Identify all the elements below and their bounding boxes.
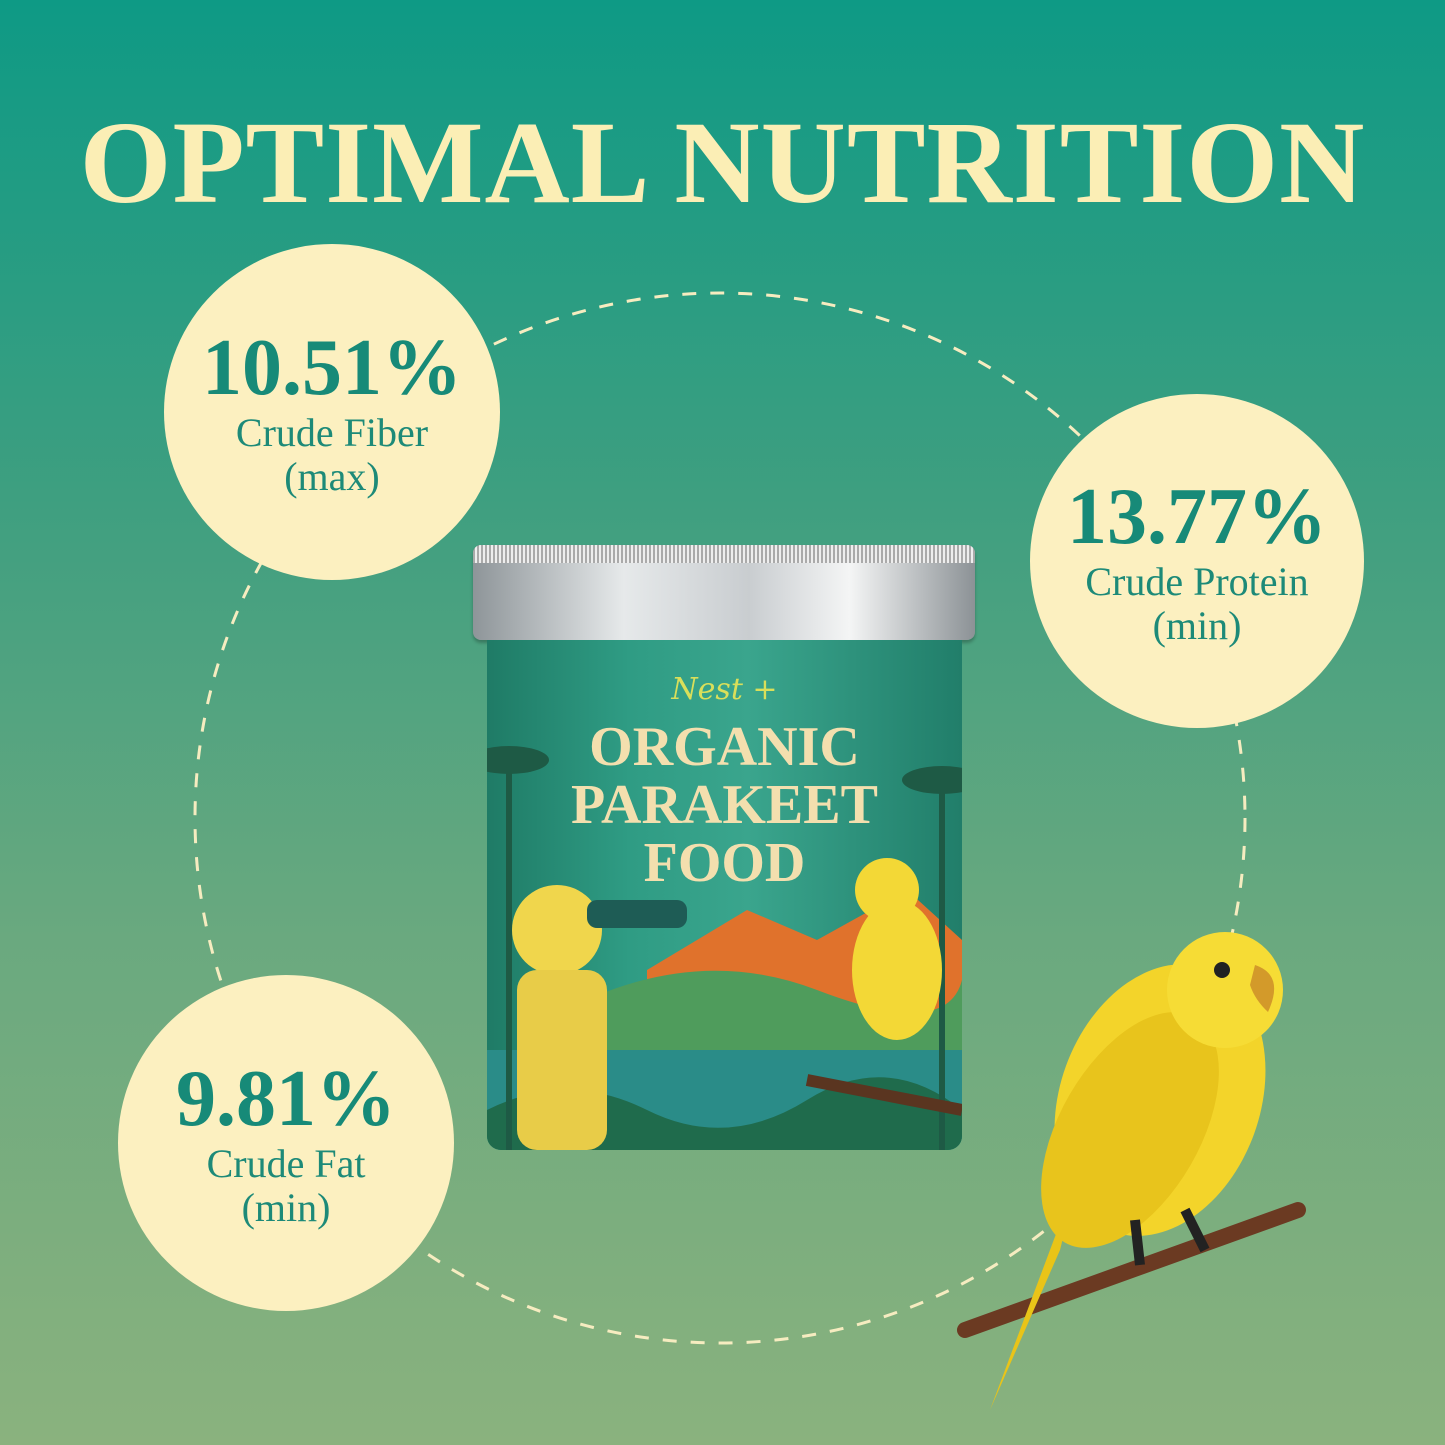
label-illustration: [487, 746, 962, 1150]
stat-label: Crude Protein: [1085, 559, 1309, 604]
stat-qualifier: (max): [284, 454, 380, 499]
stat-crude-protein: 13.77% Crude Protein (min): [1030, 394, 1364, 728]
stat-value: 10.51%: [202, 324, 462, 412]
brand-logo: Nest +: [671, 672, 778, 707]
product-name: ORGANIC PARAKEET FOOD: [487, 718, 962, 892]
stat-crude-fiber: 10.51% Crude Fiber (max): [164, 244, 500, 580]
product-name-line: PARAKEET: [571, 774, 878, 836]
stat-label: Crude Fat: [206, 1141, 366, 1186]
stat-qualifier: (min): [241, 1185, 331, 1230]
can-label: Nest + ORGANIC PARAKEET FOOD: [487, 640, 962, 1150]
stat-value: 13.77%: [1067, 473, 1327, 561]
page-title: OPTIMAL NUTRITION: [79, 97, 1366, 228]
stat-qualifier: (min): [1152, 603, 1242, 648]
product-can: Nest + ORGANIC PARAKEET FOOD: [470, 540, 980, 1160]
can-lid: [473, 545, 975, 640]
stat-crude-fat: 9.81% Crude Fat (min): [118, 975, 454, 1311]
product-name-line: FOOD: [643, 832, 806, 894]
stat-value: 9.81%: [176, 1055, 396, 1143]
stat-label: Crude Fiber: [235, 410, 429, 455]
product-name-line: ORGANIC: [589, 716, 860, 778]
